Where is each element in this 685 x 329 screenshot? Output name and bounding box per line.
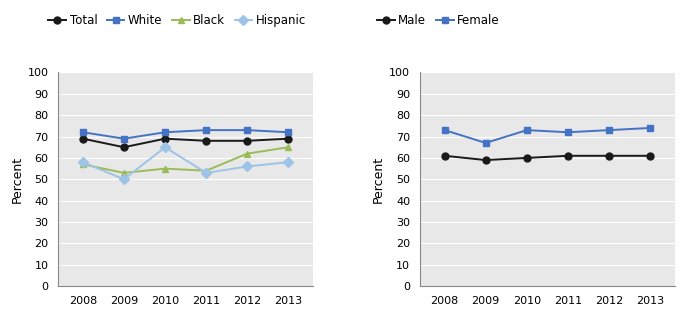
Female	[482, 141, 490, 145]
Line: Total: Total	[79, 135, 292, 151]
Male	[605, 154, 613, 158]
Line: Black: Black	[79, 144, 292, 176]
Hispanic	[161, 145, 169, 149]
Total	[284, 137, 292, 141]
White	[284, 130, 292, 134]
Total	[79, 137, 87, 141]
Black	[243, 152, 251, 156]
Male	[440, 154, 449, 158]
Black	[120, 171, 128, 175]
White	[120, 137, 128, 141]
Female	[646, 126, 654, 130]
Legend: Male, Female: Male, Female	[373, 9, 504, 32]
Female	[440, 128, 449, 132]
Black	[161, 166, 169, 170]
Female	[605, 128, 613, 132]
Female	[564, 130, 572, 134]
White	[79, 130, 87, 134]
Total	[243, 139, 251, 143]
Line: Male: Male	[441, 152, 653, 164]
Hispanic	[284, 160, 292, 164]
Legend: Total, White, Black, Hispanic: Total, White, Black, Hispanic	[44, 9, 311, 32]
Black	[79, 162, 87, 166]
Hispanic	[243, 164, 251, 168]
Y-axis label: Percent: Percent	[10, 156, 23, 203]
Total	[161, 137, 169, 141]
Line: Female: Female	[441, 124, 653, 146]
Hispanic	[120, 177, 128, 181]
Line: White: White	[79, 127, 292, 142]
Male	[523, 156, 531, 160]
Male	[482, 158, 490, 162]
Male	[646, 154, 654, 158]
Total	[120, 145, 128, 149]
Y-axis label: Percent: Percent	[372, 156, 385, 203]
White	[161, 130, 169, 134]
Male	[564, 154, 572, 158]
Female	[523, 128, 531, 132]
Black	[284, 145, 292, 149]
Hispanic	[79, 160, 87, 164]
Total	[202, 139, 210, 143]
White	[243, 128, 251, 132]
Line: Hispanic: Hispanic	[79, 144, 292, 183]
Black	[202, 169, 210, 173]
White	[202, 128, 210, 132]
Hispanic	[202, 171, 210, 175]
